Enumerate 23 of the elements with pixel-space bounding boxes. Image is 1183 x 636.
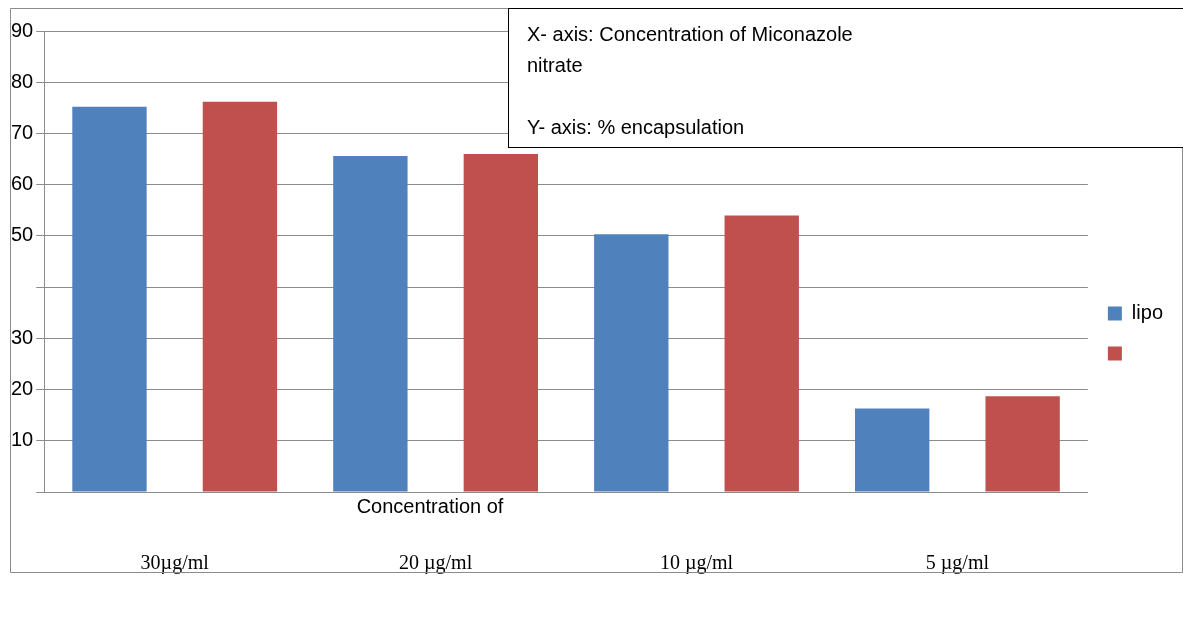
x-tick-label: 5 µg/ml [925, 551, 990, 575]
bar [202, 101, 278, 492]
y-tick-label: 80 [11, 69, 34, 92]
bar [855, 408, 930, 492]
y-tick-label: 10 [11, 428, 34, 451]
bar [72, 106, 147, 492]
note-box: X- axis: Concentration of Miconazole nitrate Y- axis: % encapsulation [508, 8, 1183, 148]
y-tick-label: 70 [11, 120, 34, 143]
x-tick-label: 10 µg/ml [659, 551, 734, 575]
bar [463, 153, 539, 492]
x-axis-title: Concentration of [356, 494, 504, 517]
y-tick-label: 60 [11, 172, 34, 195]
y-tick-label: 90 [11, 18, 34, 41]
bar [333, 155, 408, 492]
y-tick-label: 50 [11, 223, 34, 246]
legend-label: lipo [1131, 301, 1164, 324]
x-tick-label: 20 µg/ml [399, 551, 473, 575]
x-tick-label: 30µg/ml [140, 551, 210, 575]
y-tick-label: 20 [11, 377, 34, 400]
bar [724, 215, 799, 492]
y-tick-label: 30 [11, 325, 34, 348]
bar [594, 234, 669, 492]
bar [985, 396, 1060, 492]
